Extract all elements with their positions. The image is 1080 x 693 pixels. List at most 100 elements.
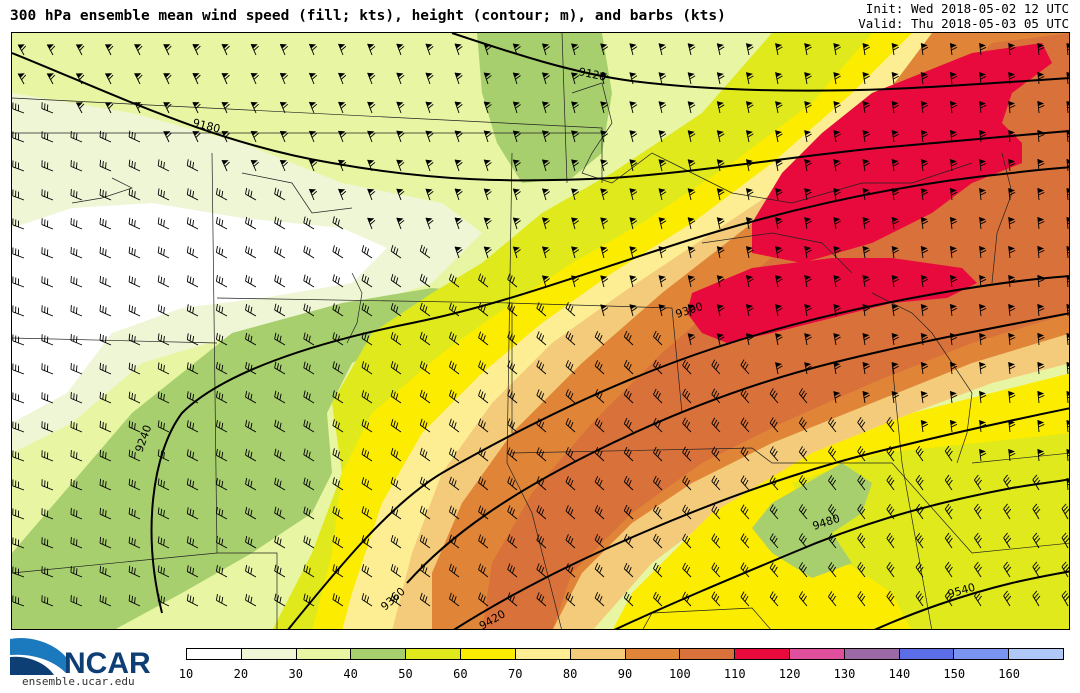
wind-barb: [303, 448, 315, 462]
wind-barb: [245, 274, 257, 288]
wind-barb: [70, 276, 83, 288]
wind-barb: [949, 72, 958, 85]
wind-barb: [716, 43, 725, 56]
wind-barb: [745, 304, 754, 317]
wind-barb: [920, 217, 929, 230]
wind-barb: [891, 72, 900, 85]
wind-barb: [332, 564, 344, 578]
wind-barb: [274, 361, 286, 375]
wind-barb: [804, 275, 812, 288]
wind-barb: [99, 536, 112, 549]
wind-barb: [483, 43, 492, 56]
wind-barb: [536, 534, 547, 549]
wind-barb: [594, 388, 605, 404]
wind-barb: [41, 479, 54, 491]
wind-barb: [454, 101, 463, 114]
wind-barb: [541, 72, 550, 85]
wind-barb: [862, 188, 870, 201]
wind-barb: [920, 130, 929, 143]
wind-barb: [629, 246, 638, 259]
wind-barb: [186, 449, 199, 462]
wind-barb: [128, 304, 141, 317]
wind-barb: [886, 561, 895, 578]
wind-barb: [682, 504, 692, 520]
wind-barb: [1066, 275, 1069, 288]
wind-barb: [186, 246, 199, 259]
wind-barb: [745, 101, 754, 114]
wind-barb: [949, 420, 958, 433]
wind-barb: [1032, 474, 1041, 491]
contour-label-9120: 9120: [577, 65, 607, 84]
wind-barb: [716, 159, 725, 172]
wind-barb: [804, 101, 812, 114]
wind-barb: [279, 43, 289, 56]
wind-barb: [128, 362, 141, 375]
wind-barb: [571, 130, 579, 143]
wind-barb: [454, 130, 463, 143]
wind-barb: [245, 216, 257, 230]
wind-barb: [478, 389, 489, 404]
wind-barb: [303, 361, 315, 375]
wind-barb: [687, 130, 696, 143]
wind-barb: [886, 503, 895, 520]
colorbar-tick-label: 30: [288, 667, 303, 681]
colorbar-tick-label: 160: [998, 667, 1020, 681]
wind-barb: [541, 101, 550, 114]
wind-barb: [332, 477, 344, 491]
wind-barb: [571, 43, 579, 56]
wind-barb: [70, 421, 83, 433]
wind-barb: [769, 591, 779, 607]
wind-barb: [99, 565, 112, 578]
wind-barb: [658, 101, 667, 114]
wind-barb: [454, 43, 463, 56]
wind-barb: [128, 188, 141, 201]
wind-barb: [653, 388, 663, 404]
wind-barb: [862, 304, 870, 317]
wind-barb: [740, 359, 750, 375]
wind-barb: [1032, 561, 1041, 578]
colorbar-tick-label: 20: [233, 667, 249, 681]
wind-barb: [419, 302, 431, 317]
wind-barb: [804, 333, 812, 346]
wind-barb: [775, 304, 783, 317]
wind-barb: [70, 131, 83, 143]
wind-barb: [192, 101, 201, 114]
wind-barb: [215, 449, 228, 462]
wind-barb: [390, 302, 402, 317]
wind-barb: [658, 275, 667, 288]
wind-barb: [274, 390, 286, 404]
wind-barb: [891, 159, 900, 172]
wind-barb: [891, 304, 900, 317]
wind-barb: [658, 159, 667, 172]
wind-barb: [891, 130, 900, 143]
wind-barb: [367, 72, 376, 85]
wind-barb: [541, 159, 550, 172]
wind-barb: [740, 417, 750, 433]
wind-barb: [483, 130, 492, 143]
wind-barb: [1037, 333, 1045, 346]
wind-barb: [798, 533, 808, 549]
wind-barb: [157, 594, 170, 607]
wind-barb: [478, 302, 489, 317]
colorbar-cell: [735, 649, 790, 659]
wind-barb: [419, 244, 431, 259]
wind-barb: [541, 43, 550, 56]
wind-barb: [804, 130, 812, 143]
wind-barb: [303, 564, 315, 578]
wind-barb: [308, 43, 318, 56]
wind-barb: [367, 159, 376, 172]
wind-barb: [949, 101, 958, 114]
wind-barb: [215, 478, 228, 491]
wind-barb: [1008, 159, 1016, 172]
wind-barb: [478, 418, 489, 433]
wind-barb: [658, 72, 667, 85]
wind-barb: [833, 362, 841, 375]
colorbar-cell: [1009, 649, 1063, 659]
wind-barb: [1066, 72, 1069, 85]
wind-barb: [41, 508, 54, 520]
wind-barb: [716, 275, 725, 288]
wind-barb: [920, 391, 929, 404]
wind-barb: [862, 130, 870, 143]
wind-barb: [70, 537, 83, 549]
wind-barb: [367, 43, 376, 56]
